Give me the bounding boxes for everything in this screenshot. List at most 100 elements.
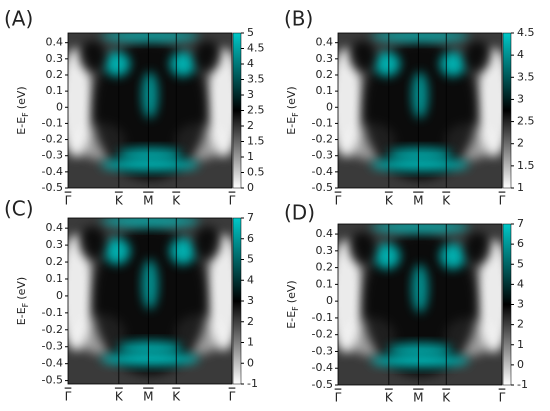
y-tick-label: 0.1	[46, 272, 64, 285]
x-tick-label: Γ	[229, 194, 236, 208]
colorbar-tick-label: 1.5	[247, 135, 265, 148]
colorbar-tick-label: 4	[247, 273, 254, 286]
y-tick-label: 0.2	[316, 261, 334, 274]
heatmap-feature	[464, 40, 491, 72]
colorbar-tick-label: 2	[247, 315, 254, 328]
colorbar-tick-label: 1	[517, 338, 524, 351]
heatmap-feature	[194, 40, 221, 72]
heatmap-feature	[374, 51, 401, 77]
plot-frame	[337, 32, 503, 189]
heatmap-feature	[117, 147, 183, 161]
heatmap-feature	[141, 71, 159, 119]
heatmap-feature	[141, 259, 159, 310]
colorbar-tick-label: 1	[247, 336, 254, 349]
colorbar-tick-label: 0	[247, 181, 254, 194]
heatmap-feature	[104, 237, 131, 265]
x-tick-label: K	[115, 194, 124, 208]
y-tick-label: 0.3	[316, 52, 334, 65]
y-label-sub: F	[21, 302, 30, 307]
colorbar-tick-label: 3.5	[517, 70, 535, 83]
y-tick-label: -0.4	[42, 165, 63, 178]
x-tick-label: M	[413, 194, 423, 208]
x-tick-label: Γ	[499, 194, 506, 208]
y-tick-label: 0.2	[46, 68, 64, 81]
y-tick-label: -0.2	[42, 133, 63, 146]
colorbar-tick-label: 7	[247, 211, 254, 224]
y-tick-label: 0	[56, 100, 63, 113]
colorbar-tick-label: 4.5	[517, 26, 535, 39]
y-tick-label: -0.5	[42, 181, 63, 194]
x-tick-label: Γ	[229, 390, 236, 404]
colorbar-tick-label: 0.5	[247, 166, 265, 179]
x-tick-label: K	[442, 391, 451, 405]
y-tick-label: -0.5	[312, 181, 333, 194]
heatmap-feature	[411, 71, 429, 119]
x-tick-label: M	[143, 390, 153, 404]
plot-frame	[67, 32, 233, 189]
heatmap-feature	[100, 218, 200, 228]
heatmap-feature	[79, 40, 106, 72]
colorbar-tick-label: 5	[247, 253, 254, 266]
colorbar-tick-label: 1	[517, 181, 524, 194]
y-tick-label: 0.4	[316, 36, 334, 49]
plot-frame	[337, 223, 503, 386]
colorbar-tick-label: 5	[517, 257, 524, 270]
colorbar	[232, 32, 242, 189]
y-axis-label: E-EF (eV)	[285, 280, 300, 328]
y-tick-label: -0.1	[42, 306, 63, 319]
panel-label: (B)	[284, 7, 313, 31]
colorbar	[502, 32, 512, 189]
x-tick-label: Γ	[499, 391, 506, 405]
y-label-sub: F	[21, 112, 30, 117]
heatmap-feature	[100, 158, 200, 171]
x-tick-label: Γ	[335, 391, 342, 405]
y-tick-label: -0.1	[42, 116, 63, 129]
x-tick-label: K	[385, 391, 394, 405]
x-tick-label: Γ	[335, 194, 342, 208]
x-tick-label: Γ	[65, 194, 72, 208]
y-tick-label: 0.3	[316, 244, 334, 257]
x-tick-label: K	[115, 390, 124, 404]
heatmap-feature	[370, 354, 470, 368]
heatmap-feature	[370, 158, 470, 171]
colorbar-tick-label: 2	[517, 318, 524, 331]
y-tick-label: 0.4	[46, 36, 64, 49]
y-tick-label: 0.1	[46, 84, 64, 97]
colorbar-tick-label: 2.5	[517, 115, 535, 128]
panel-label: (D)	[284, 201, 315, 225]
colorbar-tick-label: 1	[247, 150, 254, 163]
y-tick-label: -0.4	[312, 165, 333, 178]
y-tick-label: -0.1	[312, 311, 333, 324]
heatmap-image	[68, 33, 232, 188]
colorbar-tick-label: 0	[247, 356, 254, 369]
y-label-unit: (eV)	[15, 86, 28, 109]
y-tick-label: -0.4	[312, 361, 333, 374]
y-axis-label: E-EF (eV)	[15, 86, 30, 134]
y-tick-label: 0.2	[316, 68, 334, 81]
y-label-unit: (eV)	[285, 86, 298, 109]
y-label-main: E-E	[15, 307, 28, 325]
y-label-main: E-E	[285, 117, 298, 135]
colorbar-tick-label: 7	[517, 217, 524, 230]
colorbar-tick-label: 2	[247, 119, 254, 132]
heatmap-feature	[169, 237, 196, 265]
colorbar-tick-label: 3	[517, 92, 524, 105]
y-tick-label: -0.4	[42, 357, 63, 370]
colorbar-tick-label: 3	[247, 294, 254, 307]
y-tick-label: 0	[326, 100, 333, 113]
colorbar-tick-label: 4	[247, 57, 254, 70]
heatmap-feature	[117, 340, 183, 355]
heatmap-image	[338, 224, 502, 385]
x-tick-label: K	[385, 194, 394, 208]
y-label-main: E-E	[285, 311, 298, 329]
y-tick-label: 0.2	[46, 255, 64, 268]
colorbar-tick-label: -1	[247, 377, 258, 390]
colorbar-tick-label: 2.5	[247, 104, 265, 117]
panel-label: (C)	[4, 197, 34, 221]
y-label-sub: F	[291, 306, 300, 311]
plot-frame	[67, 217, 233, 385]
colorbar-tick-label: 3.5	[247, 73, 265, 86]
heatmap-feature	[370, 33, 470, 43]
colorbar-tick-label: 2	[517, 137, 524, 150]
